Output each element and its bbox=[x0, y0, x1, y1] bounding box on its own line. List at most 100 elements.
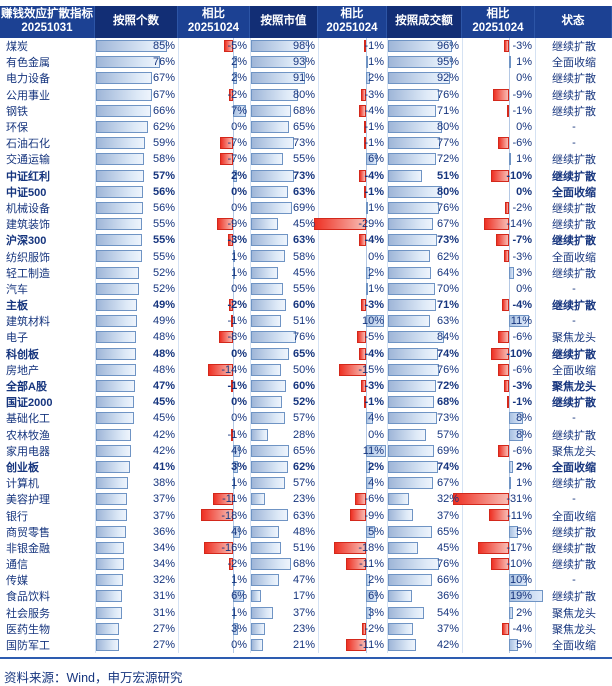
status-label: 继续扩散 bbox=[535, 102, 612, 119]
count-diff-cell: 1% bbox=[178, 604, 250, 621]
diff-bar bbox=[509, 590, 544, 603]
diff-label: -1% bbox=[512, 104, 532, 117]
value-label: 28% bbox=[292, 428, 315, 441]
diff-bar bbox=[366, 201, 368, 214]
zero-axis bbox=[233, 216, 234, 233]
diff-bar bbox=[366, 266, 370, 279]
value-label: 84% bbox=[436, 331, 459, 344]
turnover-bar-cell: 37% bbox=[387, 507, 462, 524]
value-label: 76% bbox=[436, 201, 459, 214]
value-label: 98% bbox=[292, 40, 315, 53]
count-bar-cell: 42% bbox=[95, 442, 178, 459]
sector-name: 公用事业 bbox=[6, 89, 50, 102]
turnover-bar-cell: 54% bbox=[387, 604, 462, 621]
value-label: 17% bbox=[292, 590, 315, 603]
zero-axis bbox=[366, 232, 367, 249]
value-label: 63% bbox=[292, 509, 315, 522]
status-label: - bbox=[535, 410, 612, 427]
sector-name: 家用电器 bbox=[6, 445, 50, 458]
diff-bar bbox=[227, 234, 233, 247]
value-label: 69% bbox=[436, 444, 459, 457]
zero-axis bbox=[366, 183, 367, 200]
value-label: 66% bbox=[436, 574, 459, 587]
status-label: 全面收缩 bbox=[535, 361, 612, 378]
table-row: 全部A股 47% -1% 60% -3% 72% -3% 聚焦龙头 bbox=[0, 377, 612, 395]
value-bar bbox=[251, 88, 299, 101]
diff-bar bbox=[233, 525, 241, 538]
value-bar bbox=[388, 234, 437, 247]
diff-label: 6% bbox=[368, 153, 384, 166]
turnover-bar-cell: 72% bbox=[387, 377, 462, 395]
value-label: 63% bbox=[292, 185, 315, 198]
diff-bar bbox=[224, 40, 233, 52]
diff-bar bbox=[231, 379, 234, 392]
diff-bar bbox=[509, 412, 524, 425]
value-bar bbox=[96, 201, 143, 214]
diff-label: -10% bbox=[506, 347, 532, 360]
status-label: - bbox=[535, 491, 612, 508]
diff-label: 3% bbox=[231, 460, 247, 473]
mcap-diff-cell: -3% bbox=[318, 297, 387, 314]
status-label: 全面收缩 bbox=[535, 54, 612, 71]
sector-name: 轻工制造 bbox=[6, 267, 50, 280]
value-bar bbox=[251, 137, 295, 150]
count-diff-cell: -1% bbox=[178, 377, 250, 395]
table-row: 钢铁 66% 7% 68% -4% 71% -1% 继续扩散 bbox=[0, 102, 612, 119]
diff-bar bbox=[358, 234, 366, 247]
table-date: 20251031 bbox=[21, 22, 73, 34]
zero-axis bbox=[509, 38, 510, 55]
turnover-bar-cell: 62% bbox=[387, 248, 462, 265]
table-row: 医药生物 27% 3% 23% -2% 37% -4% 聚焦龙头 bbox=[0, 620, 612, 637]
count-bar-cell: 57% bbox=[95, 167, 178, 184]
mcap-diff-cell: -3% bbox=[318, 377, 387, 395]
status-label: 继续扩散 bbox=[535, 38, 612, 55]
value-label: 63% bbox=[436, 315, 459, 328]
value-label: 48% bbox=[152, 347, 175, 360]
diff-bar bbox=[349, 509, 366, 522]
turnover-bar-cell: 57% bbox=[387, 426, 462, 443]
mcap-diff-cell: 0% bbox=[318, 426, 387, 443]
diff-label: -2% bbox=[227, 88, 247, 101]
value-label: 45% bbox=[292, 266, 315, 279]
value-label: 37% bbox=[152, 493, 175, 506]
zero-axis bbox=[233, 329, 234, 346]
zero-axis bbox=[509, 70, 510, 87]
value-bar bbox=[251, 299, 287, 311]
value-bar bbox=[388, 509, 413, 522]
diff-label: -14% bbox=[221, 363, 247, 376]
table-row: 社会服务 31% 1% 37% 3% 54% 2% 聚焦龙头 bbox=[0, 604, 612, 621]
turnover-diff-cell: -6% bbox=[462, 442, 535, 459]
status-label: 继续扩散 bbox=[535, 216, 612, 233]
value-bar bbox=[388, 379, 437, 392]
zero-axis bbox=[509, 248, 510, 265]
sector-name: 中证500 bbox=[6, 186, 47, 199]
count-bar-cell: 45% bbox=[95, 410, 178, 427]
diff-label: -6% bbox=[512, 363, 532, 376]
diff-label: 4% bbox=[368, 412, 384, 425]
turnover-bar-cell: 69% bbox=[387, 442, 462, 459]
zero-axis bbox=[509, 539, 510, 556]
value-label: 67% bbox=[436, 218, 459, 231]
diff-bar bbox=[509, 574, 527, 587]
diff-label: -6% bbox=[512, 331, 532, 344]
sector-name: 科创板 bbox=[6, 348, 39, 361]
diff-bar bbox=[216, 218, 233, 231]
diff-label: 0% bbox=[516, 121, 532, 134]
mcap-bar-cell: 48% bbox=[250, 523, 318, 540]
value-bar bbox=[96, 169, 144, 182]
value-bar bbox=[96, 266, 140, 279]
mcap-bar-cell: 76% bbox=[250, 329, 318, 346]
value-label: 67% bbox=[152, 88, 175, 101]
zero-axis bbox=[366, 507, 367, 524]
status-label: 继续扩散 bbox=[535, 426, 612, 443]
status-label: 全面收缩 bbox=[535, 183, 612, 200]
turnover-diff-cell: -6% bbox=[462, 329, 535, 346]
value-bar bbox=[388, 104, 436, 117]
count-diff-cell: -2% bbox=[178, 556, 250, 573]
diff-label: -11% bbox=[359, 639, 384, 652]
status-label: 继续扩散 bbox=[535, 297, 612, 314]
count-bar-cell: 48% bbox=[95, 345, 178, 362]
diff-label: 11% bbox=[362, 444, 384, 457]
diff-bar bbox=[509, 477, 511, 490]
sector-name: 环保 bbox=[6, 122, 28, 135]
